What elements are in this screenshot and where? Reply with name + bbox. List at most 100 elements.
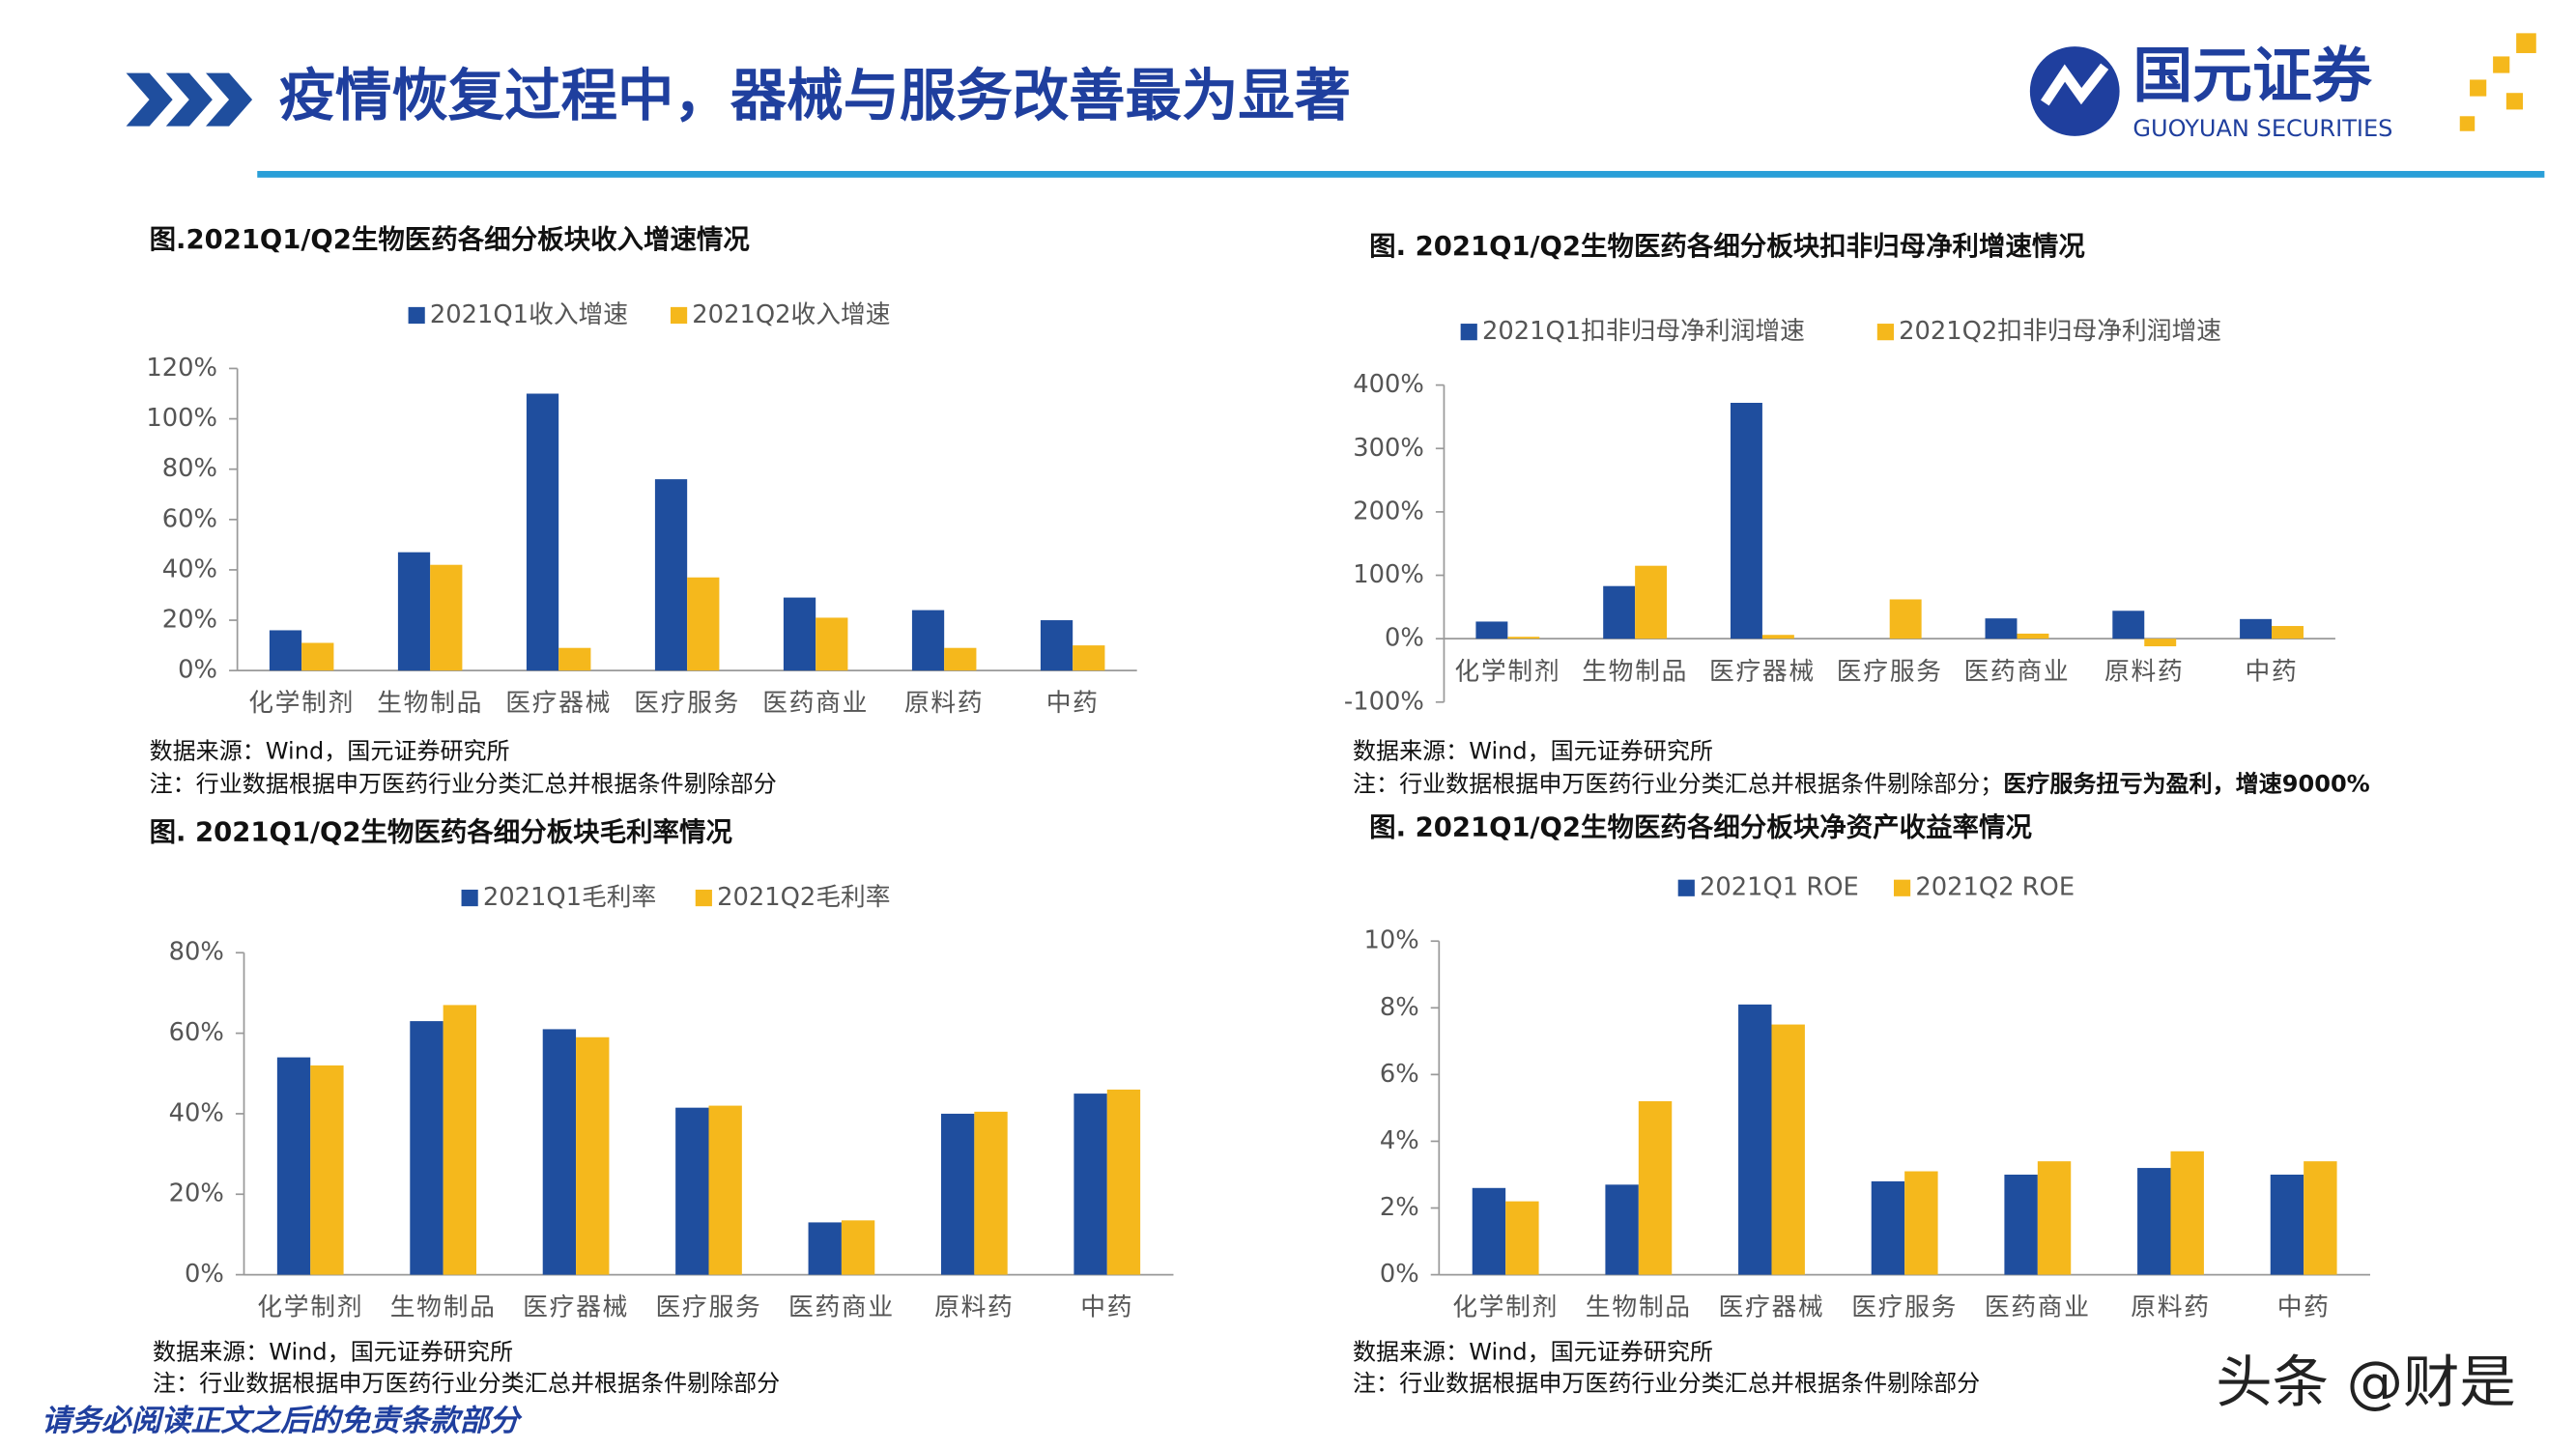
legend-swatch bbox=[1893, 879, 1911, 896]
bar bbox=[708, 1105, 742, 1275]
x-tick-label: 化学制剂 bbox=[1454, 657, 1560, 686]
bar bbox=[1605, 1184, 1639, 1275]
y-tick-label: 40% bbox=[169, 1098, 224, 1127]
legend-label: 2021Q2收入增速 bbox=[692, 300, 890, 329]
y-tick-label: 0% bbox=[1385, 624, 1424, 653]
source-note: 数据来源：Wind，国元证券研究所 bbox=[150, 737, 510, 764]
y-tick-label: 80% bbox=[162, 454, 217, 483]
x-tick-label: 生物制品 bbox=[390, 1293, 497, 1321]
logo-en: GUOYUAN SECURITIES bbox=[2132, 115, 2392, 142]
bar bbox=[2304, 1161, 2337, 1275]
legend-label: 2021Q2毛利率 bbox=[717, 883, 890, 912]
bar bbox=[443, 1005, 477, 1275]
x-tick-label: 生物制品 bbox=[1582, 657, 1688, 686]
y-tick-label: 60% bbox=[169, 1018, 224, 1047]
legend-label: 2021Q1 ROE bbox=[1700, 873, 1859, 902]
bar bbox=[911, 610, 945, 671]
bar bbox=[2144, 639, 2177, 647]
bar bbox=[974, 1111, 1008, 1275]
x-tick-label: 医疗器械 bbox=[1709, 657, 1816, 686]
y-tick-label: 10% bbox=[1363, 926, 1418, 955]
bar bbox=[2037, 1161, 2072, 1275]
bar bbox=[2004, 1174, 2038, 1275]
legend-swatch bbox=[408, 306, 425, 325]
bar bbox=[542, 1029, 577, 1275]
x-tick-label: 生物制品 bbox=[377, 689, 483, 718]
x-tick-label: 医药商业 bbox=[1985, 1293, 2091, 1321]
source-note: 数据来源：Wind，国元证券研究所 bbox=[153, 1338, 513, 1365]
x-tick-label: 医药商业 bbox=[1964, 657, 2071, 686]
bar bbox=[410, 1021, 444, 1275]
legend-swatch bbox=[1460, 324, 1477, 341]
y-tick-label: 0% bbox=[178, 656, 217, 685]
bar bbox=[2272, 626, 2304, 639]
footnote: 注：行业数据根据申万医药行业分类汇总并根据条件剔除部分 bbox=[150, 771, 777, 798]
x-tick-label: 医疗器械 bbox=[523, 1293, 629, 1321]
bar bbox=[276, 1057, 311, 1275]
watermark: 头条 @财是 bbox=[2216, 1350, 2516, 1415]
bar bbox=[558, 647, 591, 671]
legend-label: 2021Q1扣非归母净利润增速 bbox=[1482, 317, 1805, 346]
y-tick-label: 100% bbox=[1353, 560, 1424, 589]
slide-title: 疫情恢复过程中，器械与服务改善最为显著 bbox=[279, 63, 1352, 128]
bar bbox=[1730, 403, 1762, 639]
bar bbox=[1638, 1101, 1673, 1275]
bar bbox=[1106, 1089, 1141, 1275]
bar bbox=[1507, 637, 1540, 639]
y-tick-label: 200% bbox=[1353, 497, 1424, 526]
bar bbox=[1505, 1201, 1539, 1275]
y-tick-label: 120% bbox=[146, 354, 217, 383]
x-tick-label: 医疗器械 bbox=[1719, 1293, 1825, 1321]
x-tick-label: 医药商业 bbox=[762, 689, 869, 718]
bar bbox=[2170, 1151, 2204, 1275]
bar bbox=[1472, 1187, 1506, 1275]
header-arrows bbox=[126, 72, 253, 127]
x-tick-label: 中药 bbox=[2277, 1293, 2331, 1321]
x-tick-label: 化学制剂 bbox=[1452, 1293, 1559, 1321]
chart-title: 图. 2021Q1/Q2生物医药各细分板块净资产收益率情况 bbox=[1369, 811, 2032, 842]
bar bbox=[576, 1037, 610, 1275]
footnote: 注：行业数据根据申万医药行业分类汇总并根据条件剔除部分 bbox=[1353, 1370, 1980, 1397]
x-tick-label: 中药 bbox=[1046, 689, 1100, 718]
header-rule bbox=[257, 170, 2545, 178]
legend-swatch bbox=[695, 889, 712, 907]
bar bbox=[310, 1065, 344, 1275]
bar bbox=[687, 577, 720, 671]
legend-swatch bbox=[670, 306, 688, 325]
bar bbox=[430, 564, 463, 671]
logo-icon bbox=[2029, 33, 2536, 136]
bar bbox=[1904, 1171, 1938, 1275]
bar bbox=[1985, 618, 2018, 639]
bar bbox=[397, 552, 431, 671]
x-tick-label: 化学制剂 bbox=[257, 1293, 363, 1321]
bar bbox=[526, 393, 559, 671]
x-tick-label: 中药 bbox=[2246, 657, 2299, 686]
bar bbox=[2017, 633, 2049, 639]
bar bbox=[1771, 1024, 1805, 1275]
bar bbox=[841, 1220, 875, 1275]
bar bbox=[1635, 565, 1668, 639]
bar bbox=[1040, 620, 1073, 671]
x-tick-label: 中药 bbox=[1080, 1293, 1133, 1321]
bar bbox=[2137, 1168, 2171, 1275]
x-tick-label: 原料药 bbox=[904, 689, 984, 718]
x-tick-label: 生物制品 bbox=[1586, 1293, 1692, 1321]
bar bbox=[944, 647, 977, 671]
bar bbox=[301, 642, 334, 671]
source-note: 数据来源：Wind，国元证券研究所 bbox=[1353, 737, 1713, 764]
footnote-emphasis: 医疗服务扭亏为盈利，增速9000% bbox=[2003, 771, 2370, 798]
bar bbox=[1073, 1094, 1107, 1275]
x-tick-label: 医疗服务 bbox=[1851, 1293, 1958, 1321]
y-tick-label: 80% bbox=[169, 938, 224, 967]
y-tick-label: -100% bbox=[1344, 687, 1424, 716]
legend-swatch bbox=[1677, 879, 1695, 896]
bar bbox=[654, 479, 688, 671]
y-tick-label: 20% bbox=[169, 1179, 224, 1208]
bar bbox=[808, 1222, 842, 1275]
y-tick-label: 4% bbox=[1380, 1126, 1419, 1155]
bar bbox=[1871, 1180, 1905, 1275]
legend-swatch bbox=[1876, 324, 1894, 341]
bar bbox=[1761, 635, 1794, 639]
x-tick-label: 医疗器械 bbox=[505, 689, 612, 718]
